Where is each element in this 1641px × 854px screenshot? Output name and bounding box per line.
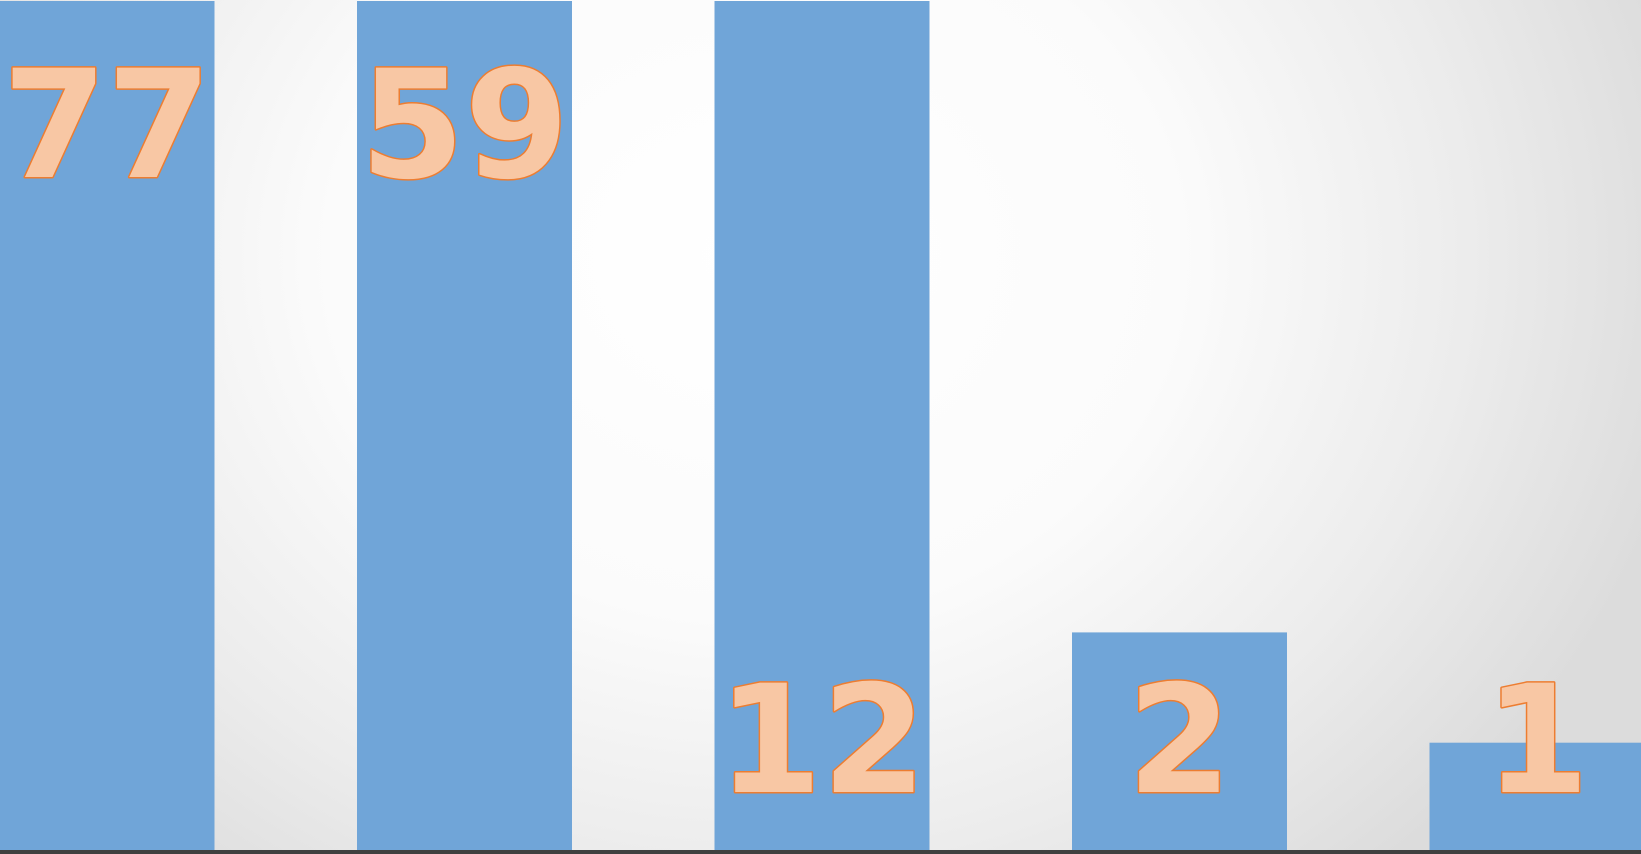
data-labels: 77 59 12 2 1 [1,38,1591,830]
bar [1429,742,1641,853]
bar [714,1,930,853]
data-label: 77 [3,39,212,213]
bar [357,1,572,853]
data-label: 12 [718,654,927,828]
bar [1072,632,1287,853]
bar [0,1,215,853]
data-label: 2 [1127,654,1231,828]
data-label: 59 [360,39,569,213]
data-label: 1 [1485,654,1589,828]
